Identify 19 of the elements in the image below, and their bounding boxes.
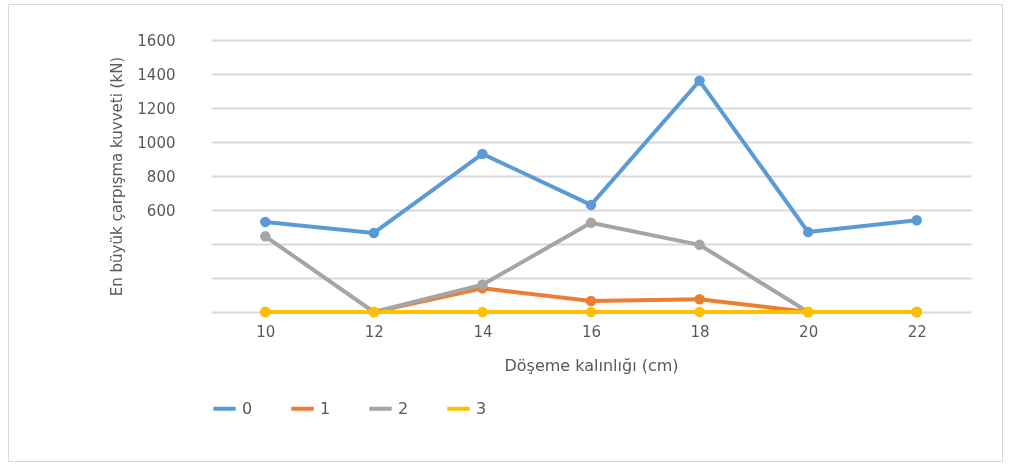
x-tick-label: 14 <box>473 322 493 341</box>
x-tick-label: 20 <box>799 322 819 341</box>
y-tick-label: 1200 <box>137 99 176 118</box>
x-axis-title: Döşeme kalınlığı (cm) <box>504 355 679 375</box>
legend-label: 0 <box>242 398 253 418</box>
y-axis-title: En büyük çarpışma kuvveti (kN) <box>108 56 127 297</box>
y-tick-label: 800 <box>146 167 176 186</box>
legend-label: 3 <box>476 398 487 418</box>
y-tick-label: 1600 <box>137 31 176 50</box>
y-tick-label: 1400 <box>137 65 176 84</box>
x-tick-label: 12 <box>364 322 384 341</box>
x-tick-label: 18 <box>690 322 710 341</box>
legend-label: 1 <box>320 398 331 418</box>
y-tick-label: 600 <box>146 201 176 220</box>
x-tick-label: 22 <box>907 322 927 341</box>
y-tick-label: 1000 <box>137 133 176 152</box>
x-tick-label: 10 <box>256 322 276 341</box>
x-tick-label: 16 <box>581 322 602 341</box>
legend-label: 2 <box>398 398 409 418</box>
